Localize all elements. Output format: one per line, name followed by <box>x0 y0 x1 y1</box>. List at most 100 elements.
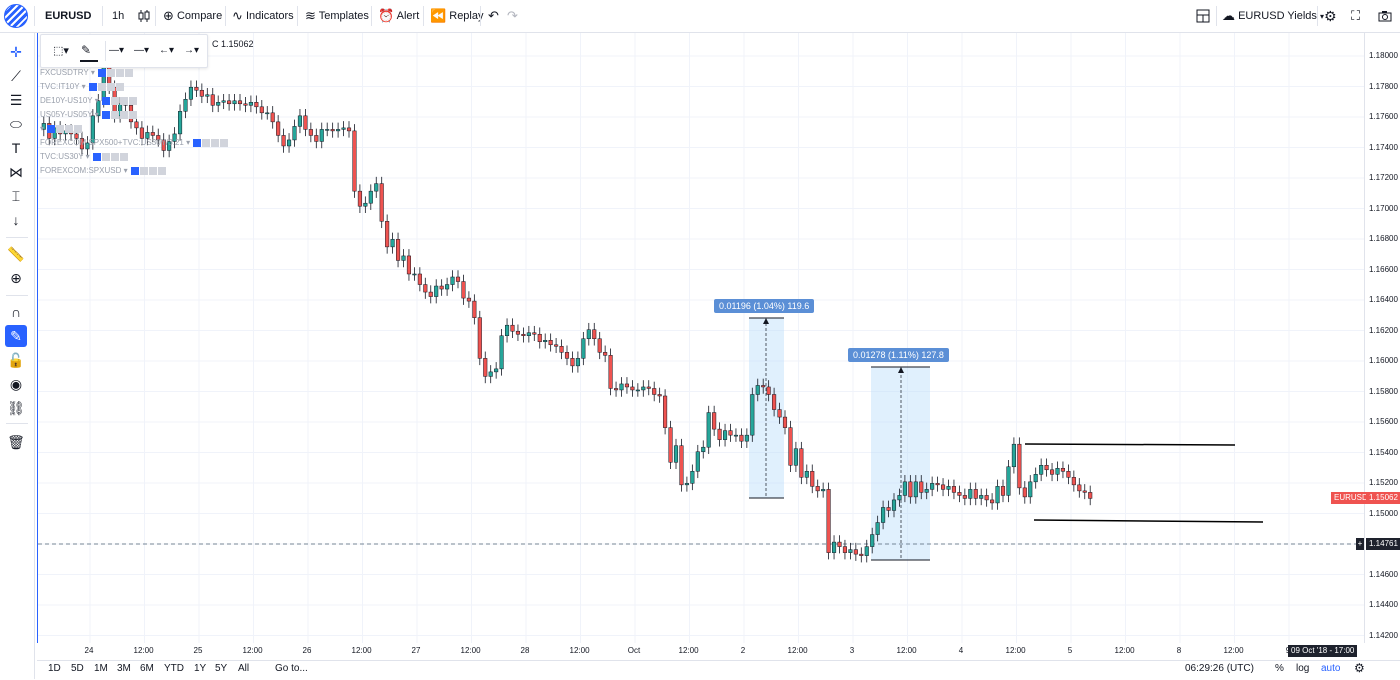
trend-line-tool-icon[interactable]: ⟋ <box>11 68 21 84</box>
symbol-search-button[interactable]: EURUSD <box>45 10 92 22</box>
line-width-icon[interactable]: —▾ <box>109 45 125 56</box>
legend-row[interactable]: DE10Y-US10Y ▾ <box>40 96 137 105</box>
range-button-1d[interactable]: 1D <box>48 663 61 674</box>
eye-icon[interactable] <box>101 96 110 105</box>
redo-icon[interactable]: ↷ <box>507 8 518 23</box>
arrow-down-icon[interactable]: ↓ <box>12 212 20 228</box>
settings-icon[interactable] <box>110 110 119 119</box>
close-icon[interactable] <box>115 82 124 91</box>
eye-icon[interactable]: ◉ <box>9 376 23 392</box>
legend-row[interactable]: FOREXCOM:SPX500+TVC:US30Y/3.21 ▾ <box>40 138 229 147</box>
chevron-down-icon[interactable]: ▾ <box>183 138 193 147</box>
chevron-down-icon[interactable]: ▾ <box>88 68 98 77</box>
settings-icon[interactable] <box>56 124 65 133</box>
legend-row[interactable]: ▾ <box>40 124 83 133</box>
eye-icon[interactable] <box>101 110 110 119</box>
more-icon[interactable] <box>116 68 125 77</box>
close-icon[interactable] <box>220 138 229 147</box>
replay-button[interactable]: ⏪ Replay <box>430 0 484 32</box>
line-style-icon[interactable]: —▾ <box>134 45 150 56</box>
legend-row[interactable]: FOREXCOM:SPXUSD ▾ <box>40 166 166 175</box>
legend-row[interactable]: FXCUSDTRY ▾ <box>40 68 134 77</box>
layout-select-button[interactable] <box>1196 0 1210 32</box>
fib-tool-icon[interactable]: ☰ <box>9 92 23 108</box>
range-button-6m[interactable]: 6M <box>140 663 154 674</box>
patterns-tool-icon[interactable]: ⋈ <box>9 164 23 180</box>
range-button-ytd[interactable]: YTD <box>164 663 184 674</box>
range-button-5d[interactable]: 5D <box>71 663 84 674</box>
eye-icon[interactable] <box>193 138 202 147</box>
eye-icon[interactable] <box>88 82 97 91</box>
fullscreen-icon[interactable]: ⛶ <box>1351 8 1361 23</box>
shapes-tool-icon[interactable]: ⬭ <box>10 116 22 132</box>
log-scale-toggle[interactable]: log <box>1296 663 1310 674</box>
trash-icon[interactable]: 🗑 <box>7 434 25 450</box>
scale-settings-gear-icon[interactable]: ⚙ <box>1354 661 1365 675</box>
auto-scale-toggle[interactable]: auto <box>1321 663 1341 674</box>
more-icon[interactable] <box>119 96 128 105</box>
range-button-5y[interactable]: 5Y <box>215 663 228 674</box>
channel-bottom-trendline[interactable] <box>1033 519 1264 523</box>
chevron-down-icon[interactable]: ▾ <box>92 96 101 105</box>
goto-date-button[interactable]: Go to... <box>275 663 308 674</box>
settings-icon[interactable] <box>110 96 119 105</box>
percent-scale-toggle[interactable]: % <box>1275 663 1284 674</box>
more-icon[interactable] <box>110 152 119 161</box>
legend-row[interactable]: US05Y-US05Y ▾ <box>40 110 137 119</box>
settings-icon[interactable] <box>101 152 110 161</box>
alert-button[interactable]: ⏰ Alert <box>378 0 419 32</box>
chart-pane[interactable]: 0.01196 (1.04%) 119.6 0.01278 (1.11%) 12… <box>37 33 1365 643</box>
settings-icon[interactable] <box>97 82 106 91</box>
eye-icon[interactable] <box>98 68 107 77</box>
range-button-1y[interactable]: 1Y <box>194 663 207 674</box>
save-layout-button[interactable]: ☁ EURUSD Yields ▾ <box>1222 0 1324 32</box>
zoom-in-icon[interactable]: ⊕ <box>10 270 22 286</box>
prediction-tool-icon[interactable]: ⌶ <box>11 188 21 204</box>
eye-icon[interactable] <box>92 152 101 161</box>
settings-gear-icon[interactable]: ⚙ <box>1324 8 1337 24</box>
utc-clock[interactable]: 06:29:26 (UTC) <box>1185 663 1254 674</box>
text-tool-icon[interactable]: T <box>11 140 21 156</box>
eye-icon[interactable] <box>130 166 139 175</box>
more-icon[interactable] <box>148 166 157 175</box>
measure-box-2[interactable] <box>871 367 930 560</box>
legend-row[interactable]: TVC:IT10Y ▾ <box>40 82 124 91</box>
snapshot-camera-icon[interactable] <box>1378 0 1392 32</box>
chart-type-button[interactable] <box>138 0 150 32</box>
price-chart[interactable] <box>38 33 1365 643</box>
interval-button[interactable]: 1h <box>112 10 125 22</box>
line-end-icon[interactable]: →▾ <box>184 45 200 56</box>
close-icon[interactable] <box>128 96 137 105</box>
magnet-icon[interactable]: ∩ <box>10 304 22 320</box>
close-icon[interactable] <box>157 166 166 175</box>
close-icon[interactable] <box>125 68 134 77</box>
eye-icon[interactable] <box>47 124 56 133</box>
close-icon[interactable] <box>128 110 137 119</box>
templates-button[interactable]: ≋ Templates <box>305 0 369 32</box>
crosshair-plus-icon[interactable]: + <box>1356 538 1364 550</box>
link-icon[interactable]: ⛓ <box>7 400 25 416</box>
more-icon[interactable] <box>119 110 128 119</box>
price-scale[interactable]: 1.18000 1.17800 1.17600 1.17400 1.17200 1.170… <box>1364 33 1400 643</box>
crosshair-tool-icon[interactable]: ✛ <box>10 44 22 60</box>
chevron-down-icon[interactable]: ▾ <box>121 166 130 175</box>
range-button-3m[interactable]: 3M <box>117 663 131 674</box>
ruler-measure-icon[interactable]: 📏 <box>7 246 25 262</box>
settings-icon[interactable] <box>107 68 116 77</box>
compare-button[interactable]: ⊕ Compare <box>163 0 222 32</box>
stay-in-drawing-mode-icon[interactable]: ✎ <box>5 325 27 347</box>
chevron-down-icon[interactable]: ▾ <box>79 82 88 91</box>
settings-icon[interactable] <box>202 138 211 147</box>
range-button-1m[interactable]: 1M <box>94 663 108 674</box>
select-area-icon[interactable]: ⬚▾ <box>53 45 69 57</box>
time-scale[interactable]: 24 12:00 25 12:00 26 12:00 27 12:00 28 12:00 Oct 12… <box>37 643 1364 659</box>
more-icon[interactable] <box>106 82 115 91</box>
close-icon[interactable] <box>119 152 128 161</box>
more-icon[interactable] <box>65 124 74 133</box>
pencil-icon[interactable]: ✎ <box>81 43 92 57</box>
chevron-down-icon[interactable]: ▾ <box>40 124 47 133</box>
channel-top-trendline[interactable] <box>1024 443 1236 446</box>
undo-icon[interactable]: ↶ <box>488 8 499 23</box>
close-icon[interactable] <box>74 124 83 133</box>
line-start-icon[interactable]: ←▾ <box>159 45 175 56</box>
